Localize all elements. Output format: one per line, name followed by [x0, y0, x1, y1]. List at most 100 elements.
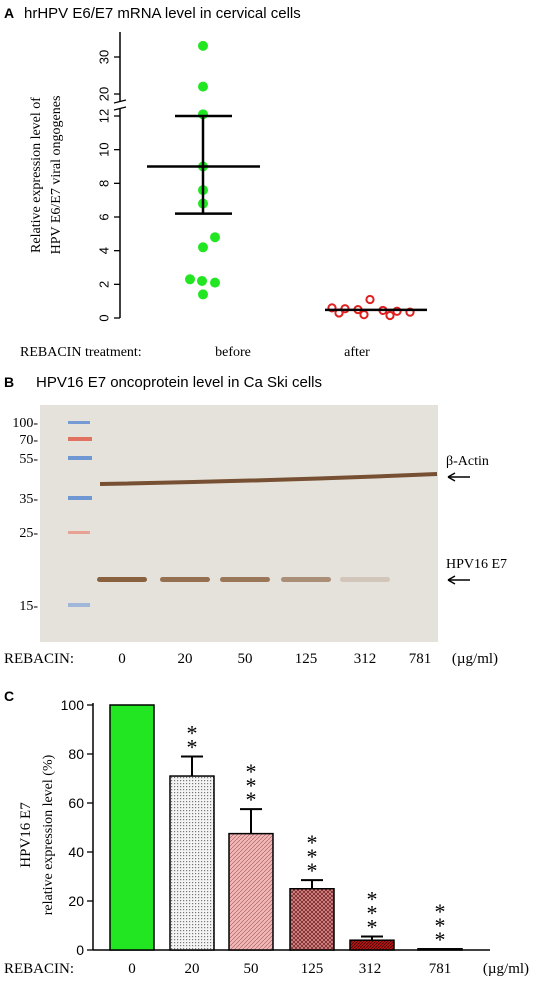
a-point-before [185, 274, 195, 285]
panel-b: B HPV16 E7 oncoprotein level in Ca Ski c… [4, 374, 507, 667]
c-lane-label: 781 [429, 961, 452, 977]
label-hpv16-e7: HPV16 E7 [446, 557, 507, 572]
c-bar [109, 704, 155, 951]
a-xprefix: REBACIN treatment: [20, 345, 142, 360]
b-lane-label: 312 [354, 651, 377, 667]
c-significance-star: * [307, 830, 318, 855]
a-ticks: 0 2 4 6 8 10 12 20 30 [97, 50, 120, 322]
a-stats [147, 114, 427, 312]
band-e7 [220, 577, 270, 582]
c-significance-star: * [187, 720, 198, 745]
c-tick-label: 80 [68, 746, 84, 762]
arrow-actin-icon [447, 472, 456, 482]
band-actin [99, 472, 438, 486]
c-significance-star: * [246, 773, 257, 798]
band-e7 [97, 577, 147, 582]
c-significance-star: * [367, 887, 378, 912]
a-xlabel-after: after [344, 345, 370, 360]
arrow-e7-icon [447, 575, 456, 585]
c-significance-star: * [367, 915, 378, 940]
a-point-after [385, 310, 395, 321]
c-ylabel-1: HPV16 E7 [18, 802, 34, 868]
c-lane-labels: 0 20 50 125 312 781 [128, 961, 451, 977]
c-ticks: 0 20 40 60 80 100 [61, 697, 93, 958]
a-tick-label: 0 [97, 314, 112, 321]
c-significance-star: * [307, 858, 318, 883]
ladder-marker-labels: 100- 70- 55- 35- 25- 15- [12, 416, 38, 614]
c-bar [228, 832, 274, 951]
c-row-label: REBACIN: [4, 961, 74, 977]
b-lane-label: 0 [118, 651, 126, 667]
a-tick-label: 2 [97, 281, 112, 288]
panel-a-letter: A [4, 5, 14, 21]
c-unit: (µg/ml) [483, 961, 529, 977]
a-point-after [365, 294, 375, 305]
c-lane-label: 312 [359, 961, 382, 977]
c-lane-label: 50 [244, 961, 259, 977]
ladder-marker-label: 55- [19, 452, 38, 467]
a-point-before [198, 40, 208, 51]
c-bars: ************** [109, 704, 463, 952]
b-unit: (µg/ml) [452, 651, 498, 667]
panel-b-letter: B [4, 374, 14, 390]
c-lane-label: 0 [128, 961, 136, 977]
panel-a: A hrHPV E6/E7 mRNA level in cervical cel… [4, 5, 427, 360]
label-beta-actin: β-Actin [446, 454, 489, 469]
c-bar [349, 939, 395, 951]
a-point-before [198, 81, 208, 92]
a-axis-break-mark-2 [113, 106, 127, 111]
c-significance-star: * [246, 787, 257, 812]
band-e7 [160, 577, 210, 582]
a-tick-label: 8 [97, 180, 112, 187]
c-tick-label: 40 [68, 844, 84, 860]
c-significance-star: * [246, 759, 257, 784]
b-lane-label: 20 [178, 651, 193, 667]
c-significance-star: * [307, 844, 318, 869]
a-points [185, 40, 415, 321]
panel-a-ylabel-2: HPV E6/E7 viral ongogenes [49, 96, 64, 255]
b-lane-label: 50 [238, 651, 253, 667]
c-bar [289, 888, 335, 951]
c-significance-star: * [435, 899, 446, 924]
ladder-marker-label: 35- [19, 492, 38, 507]
c-significance-star: * [435, 913, 446, 938]
c-lane-label: 20 [185, 961, 200, 977]
a-axis-break-mark-1 [113, 99, 127, 104]
panel-a-ylabel-1: Relative expression level of [29, 97, 44, 253]
b-row-label: REBACIN: [4, 651, 74, 667]
band-e7 [281, 577, 331, 582]
ladder-marker-label: 15- [19, 599, 38, 614]
c-lane-label: 125 [301, 961, 324, 977]
a-point-before [198, 242, 208, 253]
protein-ladder [68, 421, 92, 607]
c-tick-label: 20 [68, 893, 84, 909]
b-lane-label: 781 [409, 651, 432, 667]
blot-bands [97, 472, 438, 582]
a-tick-label: 20 [97, 87, 112, 101]
a-point-after [327, 303, 337, 313]
ladder-marker-label: 70- [19, 433, 38, 448]
a-point-after [392, 306, 402, 316]
a-tick-label: 12 [97, 109, 112, 123]
a-point-before [198, 289, 208, 300]
a-point-after [405, 307, 415, 317]
c-tick-label: 0 [76, 942, 84, 958]
b-lane-labels: 0 20 50 125 312 781 [118, 651, 431, 667]
c-significance-star: * [367, 901, 378, 926]
ladder-marker-label: 100- [12, 416, 38, 431]
panel-b-title: HPV16 E7 oncoprotein level in Ca Ski cel… [36, 374, 322, 391]
c-bar [417, 948, 463, 951]
ladder-marker-label: 25- [19, 526, 38, 541]
a-point-before [197, 275, 207, 286]
c-bar [169, 775, 215, 951]
a-point-after [359, 310, 369, 320]
a-xlabel-before: before [215, 345, 251, 360]
a-tick-label: 4 [97, 247, 112, 254]
western-blot-membrane [40, 405, 438, 642]
panel-a-title: hrHPV E6/E7 mRNA level in cervical cells [24, 5, 301, 22]
c-significance-star: * [187, 734, 198, 759]
a-point-before [210, 277, 220, 288]
c-ylabel-2: relative expression level (%) [41, 754, 56, 915]
panel-c-letter: C [4, 688, 14, 704]
